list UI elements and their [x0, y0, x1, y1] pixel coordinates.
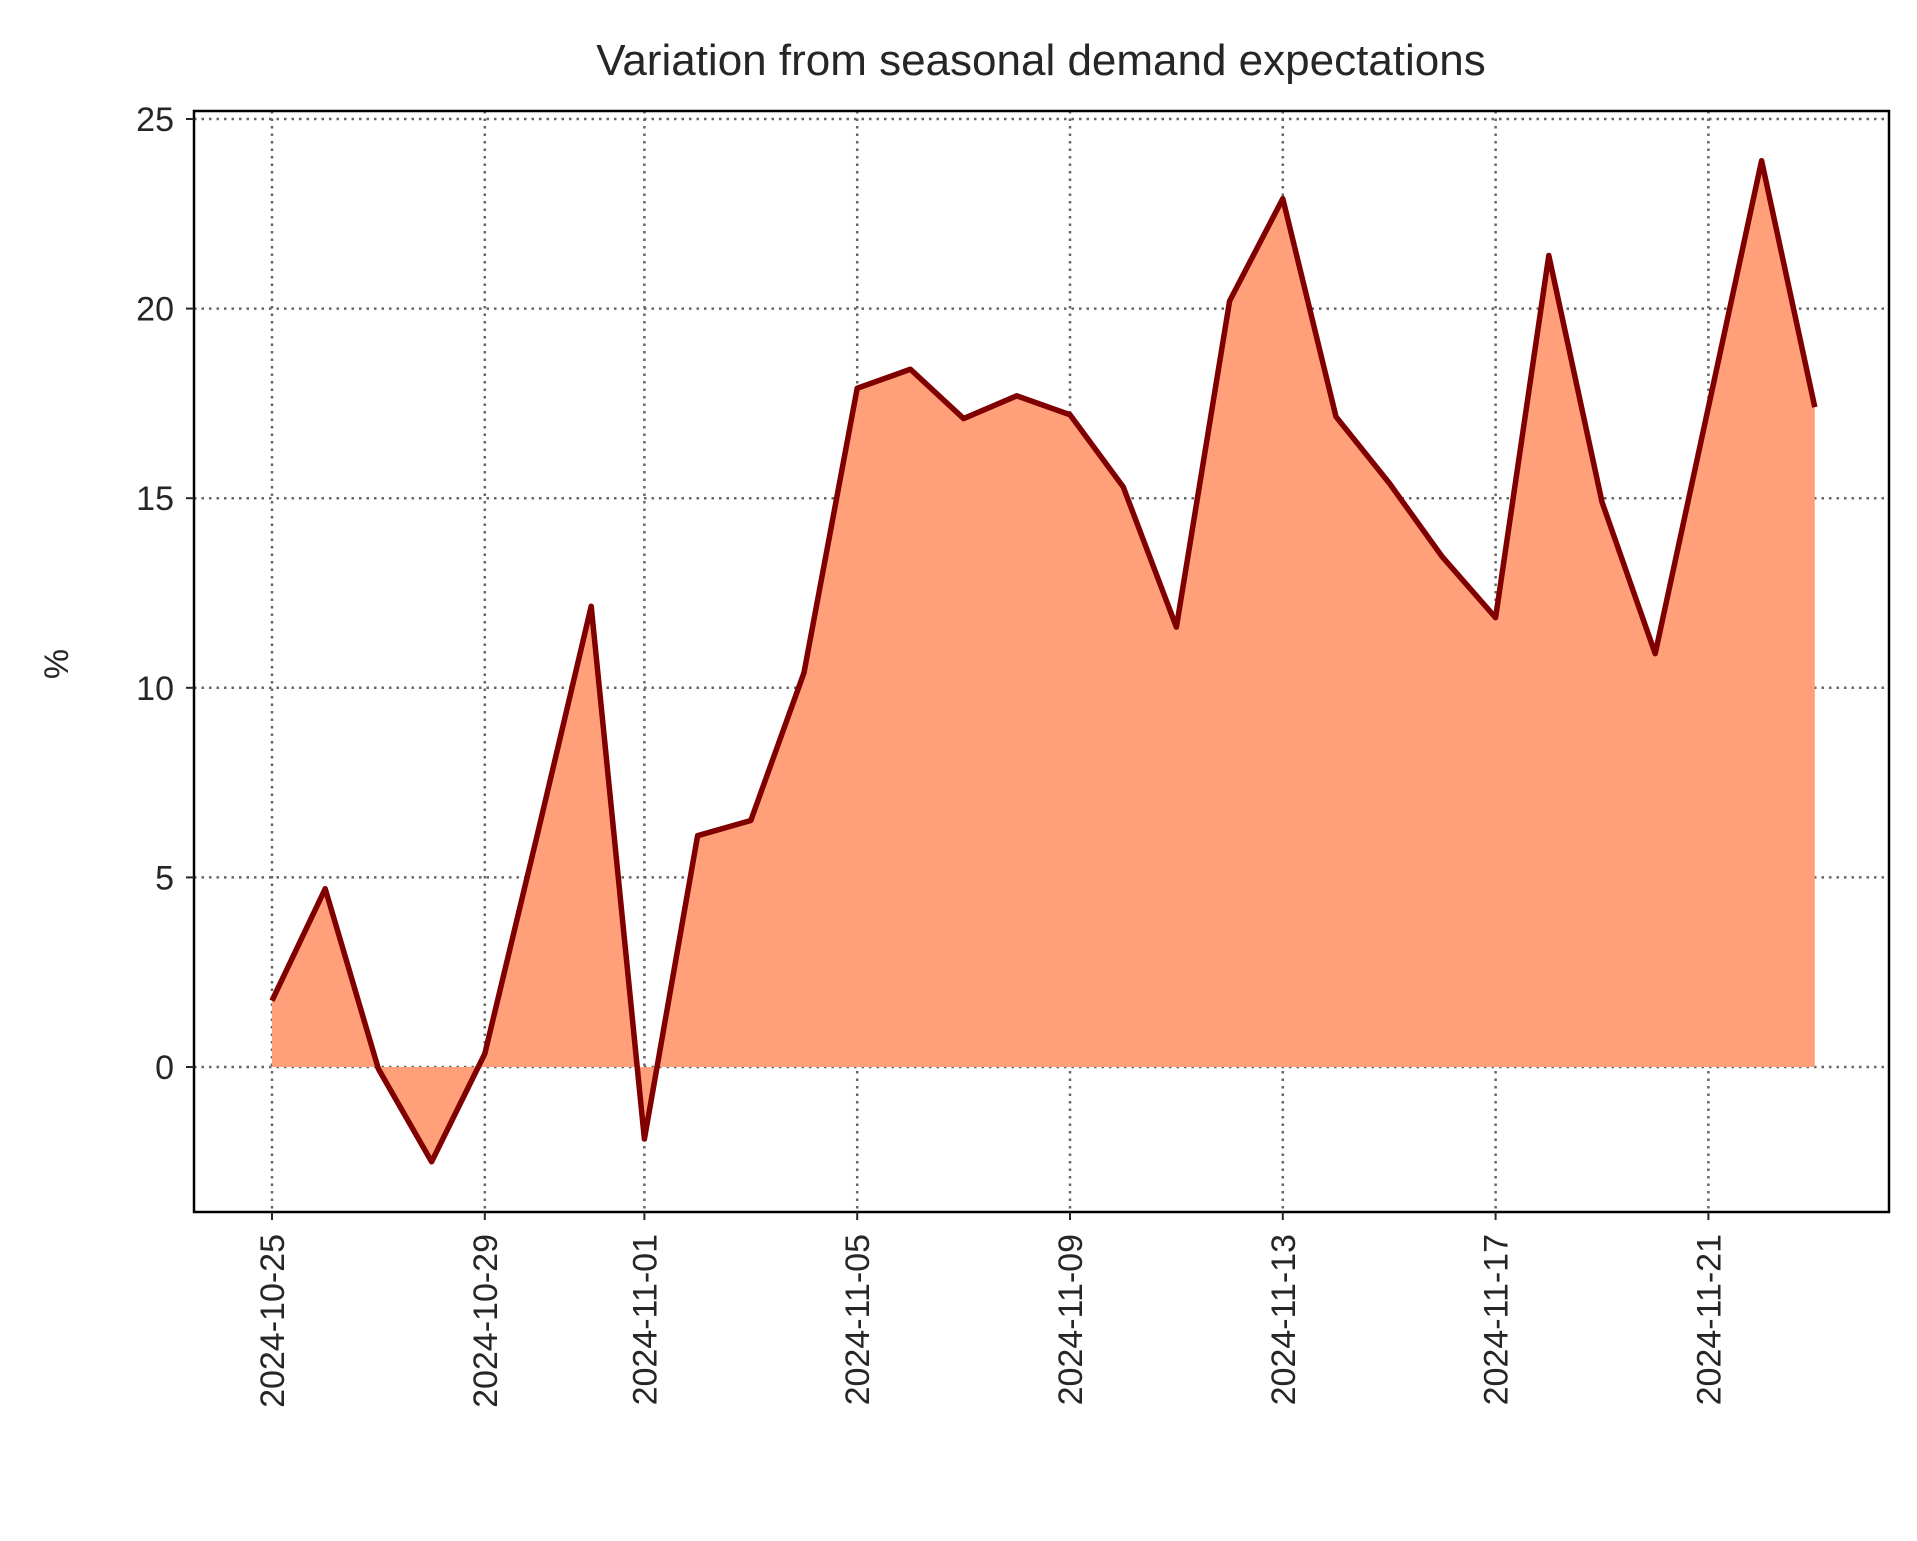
x-tick-label: 2024-11-17 [1478, 1234, 1516, 1405]
y-ticks: 0 5 10 15 20 25 [136, 101, 194, 1087]
y-tick-label: 15 [136, 480, 174, 518]
x-tick-label: 2024-11-13 [1265, 1234, 1303, 1405]
x-tick-label: 2024-11-09 [1052, 1234, 1090, 1405]
x-tick-label: 2024-11-05 [839, 1234, 877, 1405]
area-fill [272, 161, 1815, 1162]
y-tick-label: 25 [136, 101, 174, 139]
y-tick-label: 0 [155, 1049, 174, 1087]
x-tick-label: 2024-10-25 [254, 1234, 292, 1408]
x-ticks: 2024-10-25 2024-10-29 2024-11-01 2024-11-05… [254, 1212, 1728, 1408]
y-tick-label: 20 [136, 291, 174, 329]
y-tick-label: 5 [155, 859, 174, 897]
x-tick-label: 2024-11-21 [1690, 1234, 1728, 1405]
y-axis-label: % [38, 649, 76, 679]
chart-title: Variation from seasonal demand expectati… [596, 36, 1485, 85]
y-tick-label: 10 [136, 670, 174, 708]
x-tick-label: 2024-10-29 [467, 1234, 505, 1408]
x-tick-label: 2024-11-01 [626, 1234, 664, 1405]
